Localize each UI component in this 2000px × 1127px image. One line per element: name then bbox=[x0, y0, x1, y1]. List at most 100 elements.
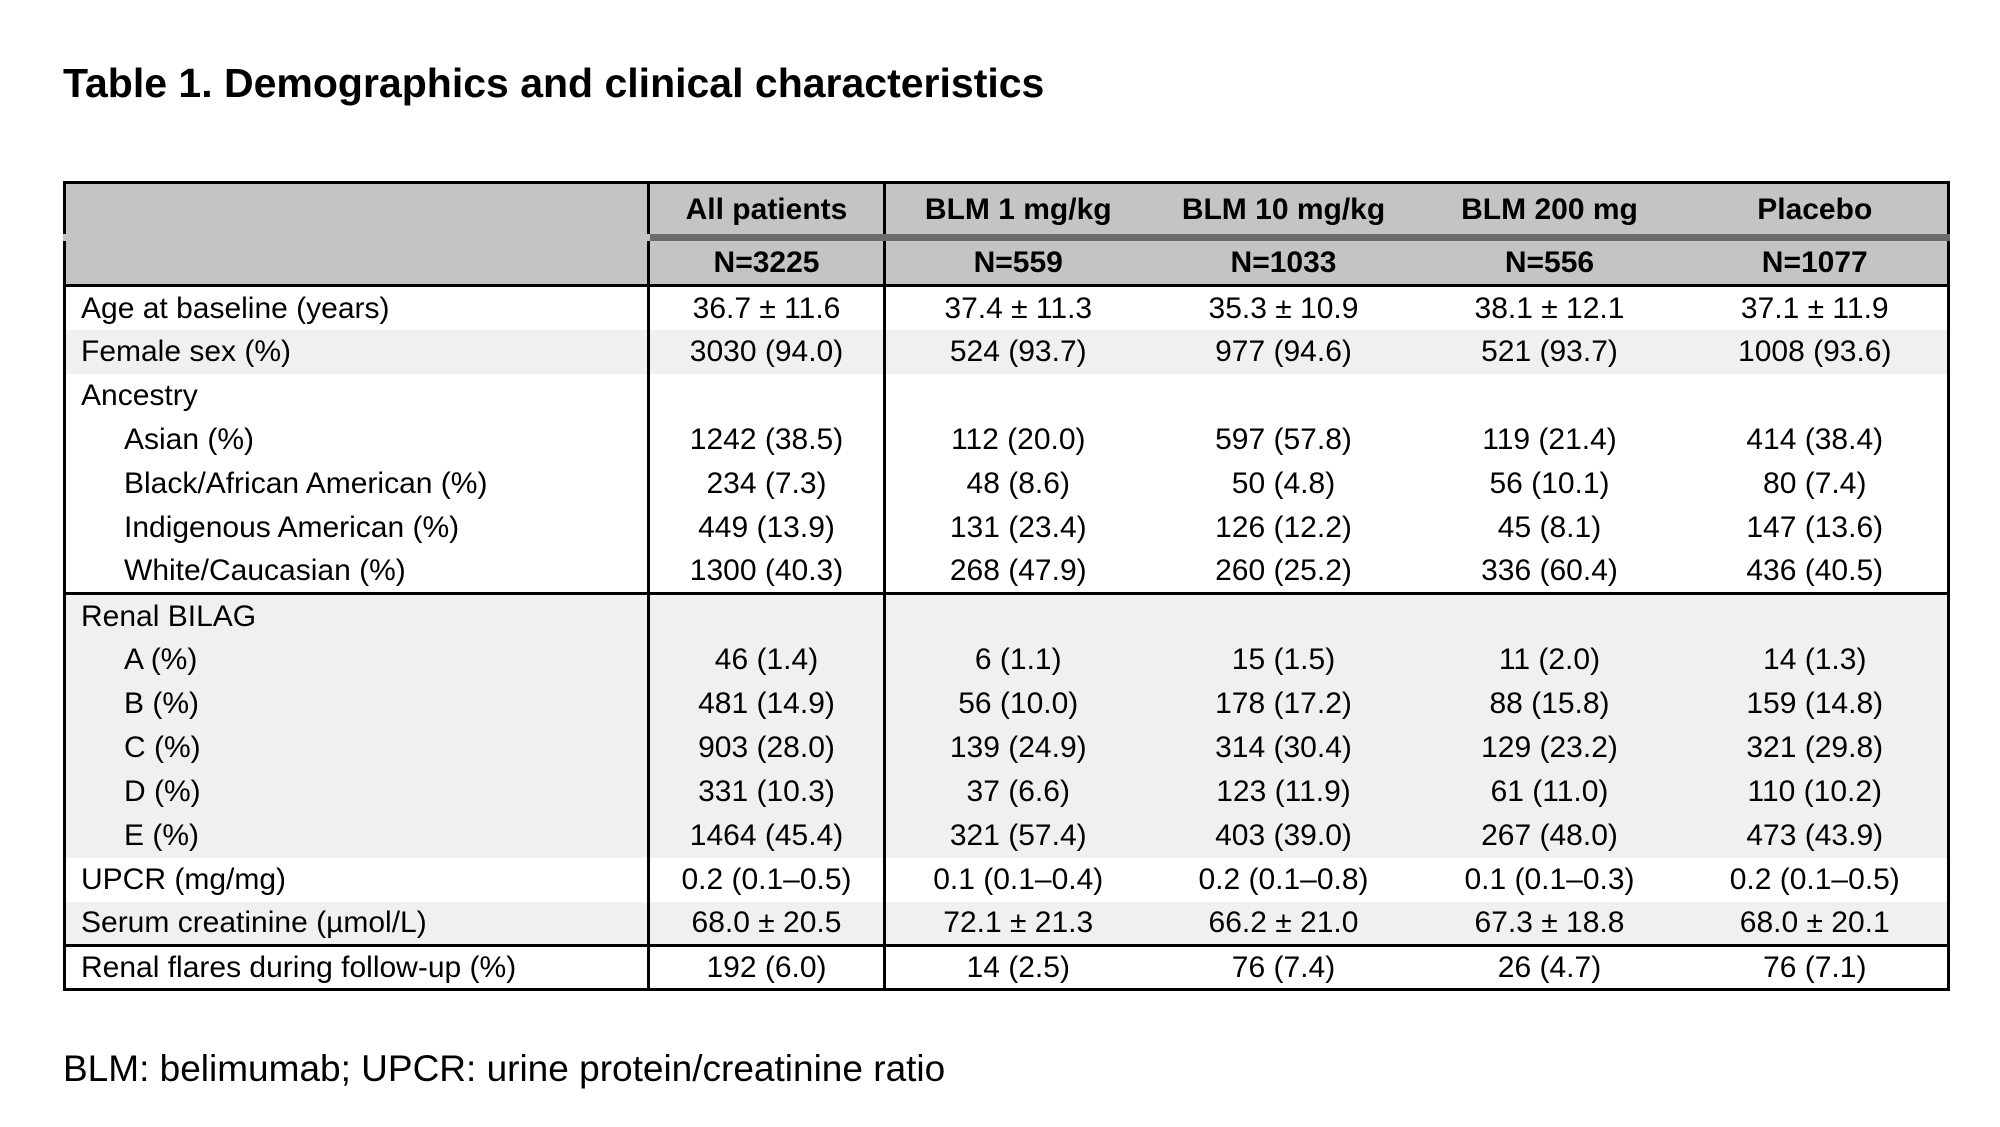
cell-value: 314 (30.4) bbox=[1150, 725, 1417, 770]
cell-value: 267 (48.0) bbox=[1416, 813, 1683, 858]
n-blm-1mgkg: N=559 bbox=[883, 237, 1151, 287]
n-blm-10mgkg: N=1033 bbox=[1150, 237, 1417, 287]
cell-value: 473 (43.9) bbox=[1682, 813, 1949, 858]
cell-value: 336 (60.4) bbox=[1416, 549, 1683, 594]
row-label: Female sex (%) bbox=[64, 329, 649, 374]
n-placebo: N=1077 bbox=[1682, 237, 1949, 287]
cell-value: 260 (25.2) bbox=[1150, 549, 1417, 594]
cell-value bbox=[1150, 373, 1417, 418]
cell-value: 129 (23.2) bbox=[1416, 725, 1683, 770]
table-row: Renal flares during follow-up (%) 192 (6… bbox=[64, 944, 1949, 990]
row-label: Asian (%) bbox=[64, 417, 649, 462]
cell-value: 159 (14.8) bbox=[1682, 681, 1949, 726]
cell-value: 0.2 (0.1–0.5) bbox=[1682, 857, 1949, 902]
cell-value: 66.2 ± 21.0 bbox=[1150, 901, 1417, 946]
cell-value: 0.2 (0.1–0.5) bbox=[647, 857, 885, 902]
cell-value: 524 (93.7) bbox=[883, 329, 1151, 374]
cell-value bbox=[647, 592, 885, 638]
cell-value: 14 (2.5) bbox=[883, 944, 1151, 990]
cell-value bbox=[1416, 373, 1683, 418]
row-label: Renal BILAG bbox=[64, 592, 649, 638]
cell-value: 46 (1.4) bbox=[647, 637, 885, 682]
row-label: Ancestry bbox=[64, 373, 649, 418]
cell-value: 15 (1.5) bbox=[1150, 637, 1417, 682]
row-label: Black/African American (%) bbox=[64, 461, 649, 506]
cell-value: 126 (12.2) bbox=[1150, 505, 1417, 550]
table-row: D (%) 331 (10.3) 37 (6.6) 123 (11.9) 61 … bbox=[64, 769, 1949, 814]
cell-value bbox=[883, 373, 1151, 418]
table-row: Age at baseline (years) 36.7 ± 11.6 37.4… bbox=[64, 285, 1949, 330]
cell-value bbox=[1682, 373, 1949, 418]
row-label: B (%) bbox=[64, 681, 649, 726]
table-row: Renal BILAG bbox=[64, 592, 1949, 638]
cell-value: 72.1 ± 21.3 bbox=[883, 901, 1151, 946]
row-label: D (%) bbox=[64, 769, 649, 814]
cell-value: 481 (14.9) bbox=[647, 681, 885, 726]
n-all-patients: N=3225 bbox=[647, 237, 885, 287]
cell-value: 521 (93.7) bbox=[1416, 329, 1683, 374]
table-row: White/Caucasian (%) 1300 (40.3) 268 (47.… bbox=[64, 549, 1949, 594]
cell-value: 80 (7.4) bbox=[1682, 461, 1949, 506]
cell-value: 6 (1.1) bbox=[883, 637, 1151, 682]
table-row: Indigenous American (%) 449 (13.9) 131 (… bbox=[64, 505, 1949, 550]
header-empty-cell bbox=[64, 182, 649, 241]
cell-value: 37.1 ± 11.9 bbox=[1682, 285, 1949, 330]
cell-value bbox=[1416, 592, 1683, 638]
table-row: C (%) 903 (28.0) 139 (24.9) 314 (30.4) 1… bbox=[64, 725, 1949, 770]
cell-value: 76 (7.1) bbox=[1682, 944, 1949, 990]
cell-value: 414 (38.4) bbox=[1682, 417, 1949, 462]
cell-value: 35.3 ± 10.9 bbox=[1150, 285, 1417, 330]
cell-value: 123 (11.9) bbox=[1150, 769, 1417, 814]
table-body: Age at baseline (years) 36.7 ± 11.6 37.4… bbox=[64, 285, 1949, 990]
cell-value: 45 (8.1) bbox=[1416, 505, 1683, 550]
row-label: Renal flares during follow-up (%) bbox=[64, 944, 649, 990]
cell-value: 68.0 ± 20.5 bbox=[647, 901, 885, 946]
cell-value: 56 (10.0) bbox=[883, 681, 1151, 726]
header-blm-1mgkg: BLM 1 mg/kg bbox=[883, 182, 1151, 241]
cell-value: 234 (7.3) bbox=[647, 461, 885, 506]
table-row: UPCR (mg/mg) 0.2 (0.1–0.5) 0.1 (0.1–0.4)… bbox=[64, 857, 1949, 902]
header-blm-10mgkg: BLM 10 mg/kg bbox=[1150, 182, 1417, 241]
cell-value bbox=[647, 373, 885, 418]
cell-value: 119 (21.4) bbox=[1416, 417, 1683, 462]
cell-value: 1008 (93.6) bbox=[1682, 329, 1949, 374]
cell-value: 36.7 ± 11.6 bbox=[647, 285, 885, 330]
n-empty-cell bbox=[64, 237, 649, 287]
cell-value: 977 (94.6) bbox=[1150, 329, 1417, 374]
table-row: A (%) 46 (1.4) 6 (1.1) 15 (1.5) 11 (2.0)… bbox=[64, 637, 1949, 682]
row-label: UPCR (mg/mg) bbox=[64, 857, 649, 902]
cell-value: 268 (47.9) bbox=[883, 549, 1151, 594]
table-row: Black/African American (%) 234 (7.3) 48 … bbox=[64, 461, 1949, 506]
table-row: Ancestry bbox=[64, 373, 1949, 418]
cell-value: 403 (39.0) bbox=[1150, 813, 1417, 858]
row-label: E (%) bbox=[64, 813, 649, 858]
cell-value: 449 (13.9) bbox=[647, 505, 885, 550]
row-label: White/Caucasian (%) bbox=[64, 549, 649, 594]
table-row: B (%) 481 (14.9) 56 (10.0) 178 (17.2) 88… bbox=[64, 681, 1949, 726]
cell-value: 50 (4.8) bbox=[1150, 461, 1417, 506]
cell-value: 321 (57.4) bbox=[883, 813, 1151, 858]
cell-value: 0.2 (0.1–0.8) bbox=[1150, 857, 1417, 902]
cell-value: 14 (1.3) bbox=[1682, 637, 1949, 682]
table-row: Serum creatinine (µmol/L) 68.0 ± 20.5 72… bbox=[64, 901, 1949, 946]
cell-value: 1464 (45.4) bbox=[647, 813, 885, 858]
header-row-n: N=3225 N=559 N=1033 N=556 N=1077 bbox=[64, 237, 1949, 287]
cell-value: 0.1 (0.1–0.3) bbox=[1416, 857, 1683, 902]
row-label: Serum creatinine (µmol/L) bbox=[64, 901, 649, 946]
cell-value: 68.0 ± 20.1 bbox=[1682, 901, 1949, 946]
n-blm-200mg: N=556 bbox=[1416, 237, 1683, 287]
cell-value: 37 (6.6) bbox=[883, 769, 1151, 814]
cell-value: 112 (20.0) bbox=[883, 417, 1151, 462]
cell-value: 67.3 ± 18.8 bbox=[1416, 901, 1683, 946]
header-placebo: Placebo bbox=[1682, 182, 1949, 241]
demographics-table: All patients BLM 1 mg/kg BLM 10 mg/kg BL… bbox=[63, 181, 1950, 991]
cell-value bbox=[883, 592, 1151, 638]
cell-value: 61 (11.0) bbox=[1416, 769, 1683, 814]
cell-value: 110 (10.2) bbox=[1682, 769, 1949, 814]
header-all-patients: All patients bbox=[647, 182, 885, 241]
cell-value bbox=[1682, 592, 1949, 638]
table-row: Female sex (%) 3030 (94.0) 524 (93.7) 97… bbox=[64, 329, 1949, 374]
cell-value: 48 (8.6) bbox=[883, 461, 1151, 506]
cell-value: 11 (2.0) bbox=[1416, 637, 1683, 682]
